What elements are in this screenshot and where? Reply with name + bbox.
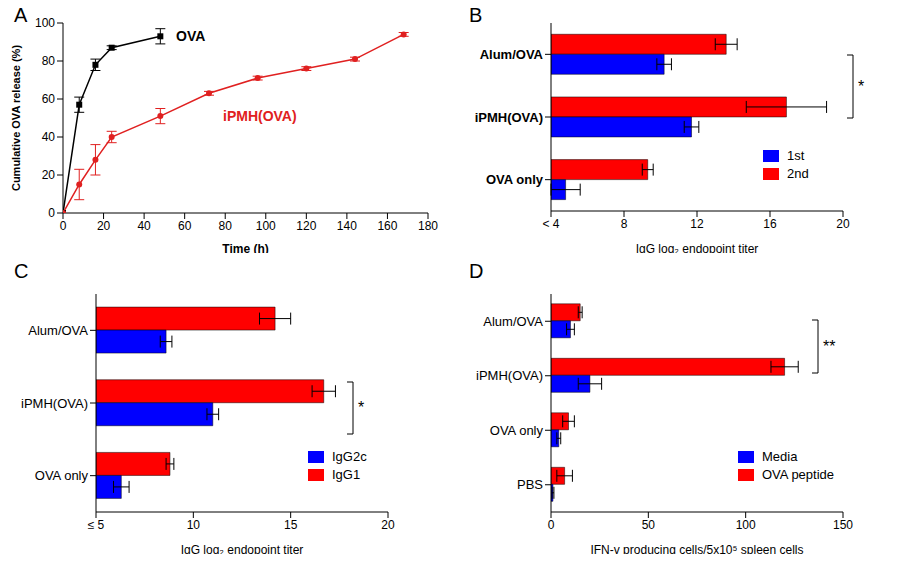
svg-text:0: 0 [60,219,67,233]
html-text:2nd: 2nd [787,166,809,181]
html-text:iPMH(OVA): iPMH(OVA) [223,108,297,124]
svg-text:15: 15 [284,518,298,532]
svg-text:Alum/OVA: Alum/OVA [28,323,88,338]
svg-text:Cumulative OVA release (%): Cumulative OVA release (%) [10,45,22,191]
svg-text:0: 0 [548,518,555,532]
svg-text:**: ** [823,338,835,355]
svg-text:20: 20 [42,168,56,182]
svg-text:20: 20 [97,219,111,233]
svg-text:IgG log₂ endopoint titer: IgG log₂ endopoint titer [181,543,304,554]
html-text:OVA peptide: OVA peptide [762,467,834,482]
svg-text:10: 10 [187,518,201,532]
svg-text:60: 60 [42,92,56,106]
html-text:Media: Media [762,449,798,464]
svg-text:OVA only: OVA only [35,468,89,483]
svg-text:150: 150 [833,518,853,532]
svg-text:20: 20 [836,217,850,231]
html-text:B: B [469,4,483,26]
html-text:A: A [14,4,28,26]
svg-text:16: 16 [763,217,777,231]
svg-text:iPMH(OVA): iPMH(OVA) [21,396,88,411]
html-text:1st: 1st [787,148,805,163]
html-text:OVA: OVA [176,28,206,44]
svg-text:40: 40 [137,219,151,233]
svg-text:40: 40 [42,130,56,144]
html-text:IgG2c: IgG2c [332,449,367,464]
svg-text:160: 160 [377,219,397,233]
svg-text:< 4: < 4 [542,217,559,231]
svg-text:80: 80 [42,54,56,68]
svg-text:OVA only: OVA only [490,423,544,438]
svg-text:iPMH(OVA): iPMH(OVA) [475,110,543,125]
html-text:C: C [14,260,29,282]
svg-text:Alum/OVA: Alum/OVA [480,47,544,62]
svg-text:*: * [358,399,364,416]
svg-text:Time (h): Time (h) [222,242,268,253]
svg-text:100: 100 [35,16,55,30]
svg-text:Alum/OVA: Alum/OVA [483,314,543,329]
svg-text:iPMH(OVA): iPMH(OVA) [476,368,543,383]
svg-text:120: 120 [296,219,316,233]
svg-text:140: 140 [337,219,357,233]
svg-text:≤ 5: ≤ 5 [88,518,105,532]
svg-text:50: 50 [642,518,656,532]
svg-text:100: 100 [256,219,276,233]
svg-text:OVA only: OVA only [486,172,544,187]
html-text:IgG1: IgG1 [332,467,361,482]
svg-text:12: 12 [690,217,704,231]
svg-text:IFN-γ producing cells/5x10⁵ sp: IFN-γ producing cells/5x10⁵ spleen cells [590,543,803,554]
svg-text:100: 100 [736,518,756,532]
html-text:D: D [469,260,484,282]
svg-text:PBS: PBS [517,477,543,492]
svg-text:180: 180 [418,219,438,233]
svg-text:60: 60 [178,219,192,233]
svg-text:0: 0 [48,206,55,220]
svg-text:*: * [858,78,864,95]
svg-text:IgG log₂ endopoint titer: IgG log₂ endopoint titer [636,242,759,253]
svg-text:80: 80 [219,219,233,233]
svg-text:20: 20 [381,518,395,532]
svg-text:8: 8 [621,217,628,231]
